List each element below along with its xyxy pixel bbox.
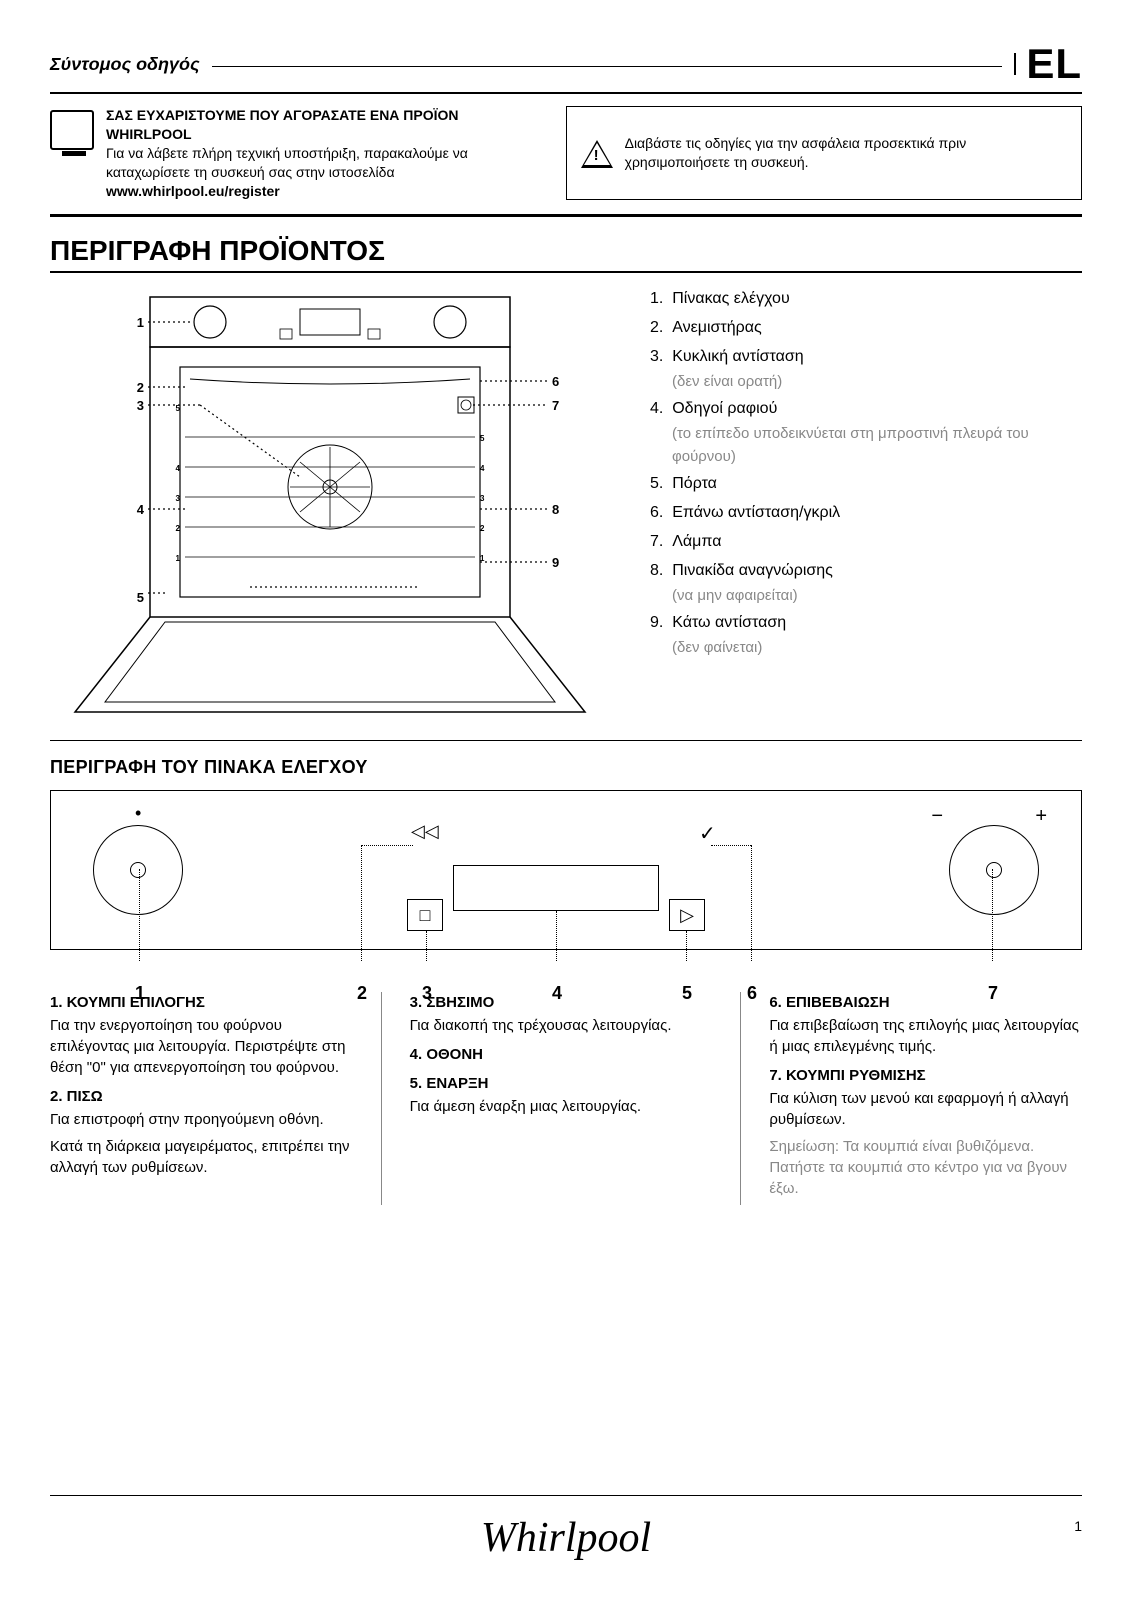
part-item: 7. Λάμπα	[650, 530, 1082, 555]
warning-icon	[581, 140, 613, 168]
part-item: 9. Κάτω αντίσταση(δεν φαίνεται)	[650, 611, 1082, 659]
svg-text:2: 2	[480, 524, 485, 533]
c7-title: 7. ΚΟΥΜΠΙ ΡΥΘΜΙΣΗΣ	[769, 1065, 1082, 1086]
lead-6	[751, 845, 752, 961]
guide-title: Σύντομος οδηγός	[50, 54, 200, 75]
section-title: ΠΕΡΙΓΡΑΦΗ ΠΡΟΪΟΝΤΟΣ	[50, 235, 1082, 273]
c4-title: 4. ΟΘΟΝΗ	[410, 1044, 723, 1065]
product-block: 1 2 3 4 5 6 7 8 9 5 4 3 2 1	[50, 287, 1082, 741]
part-item: 4. Οδηγοί ραφιού(το επίπεδο υποδεικνύετα…	[650, 397, 1082, 468]
safety-box: Διαβάστε τις οδηγίες για την ασφάλεια πρ…	[566, 106, 1082, 200]
dot-icon: •	[135, 803, 141, 824]
svg-text:9: 9	[552, 555, 559, 570]
c1-body: Για την ενεργοποίηση του φούρνου επιλέγο…	[50, 1015, 363, 1078]
intro-left: ΣΑΣ ΕΥΧΑΡΙΣΤΟΥΜΕ ΠΟΥ ΑΓΟΡΑΣΑΤΕ ΕΝΑ ΠΡΟΪΟ…	[50, 106, 526, 200]
svg-text:5: 5	[176, 404, 181, 413]
cp-num: 3	[422, 983, 432, 1004]
header-rule	[212, 66, 1003, 67]
svg-text:8: 8	[552, 502, 559, 517]
c6-title: 6. ΕΠΙΒΕΒΑΙΩΣΗ	[769, 992, 1082, 1013]
parts-list: 1. Πίνακας ελέγχου 2. Ανεμιστήρας 3. Κυκ…	[650, 287, 1082, 722]
intro-row: ΣΑΣ ΕΥΧΑΡΙΣΤΟΥΜΕ ΠΟΥ ΑΓΟΡΑΣΑΤΕ ΕΝΑ ΠΡΟΪΟ…	[50, 106, 1082, 217]
c3-title: 3. ΣΒΗΣΙΜΟ	[410, 992, 723, 1013]
svg-text:3: 3	[480, 494, 485, 503]
svg-text:3: 3	[137, 398, 144, 413]
col-3: 6. ΕΠΙΒΕΒΑΙΩΣΗ Για επιβεβαίωση της επιλο…	[769, 992, 1082, 1205]
part-item: 6. Επάνω αντίσταση/γκριλ	[650, 501, 1082, 526]
footer: Whirlpool 1	[50, 1495, 1082, 1562]
lead-2	[361, 845, 362, 961]
c5-body: Για άμεση έναρξη μιας λειτουργίας.	[410, 1096, 723, 1117]
c6-body: Για επιβεβαίωση της επιλογής μιας λειτου…	[769, 1015, 1082, 1057]
lead-6h	[711, 845, 751, 846]
monitor-icon	[50, 110, 94, 150]
cp-num: 4	[552, 983, 562, 1004]
oven-diagram: 1 2 3 4 5 6 7 8 9 5 4 3 2 1	[50, 287, 610, 722]
svg-text:5: 5	[137, 590, 144, 605]
c1-title: 1. ΚΟΥΜΠΙ ΕΠΙΛΟΓΗΣ	[50, 992, 363, 1013]
c2-body2: Κατά τη διάρκεια μαγειρέματος, επιτρέπει…	[50, 1136, 363, 1178]
lead-1	[139, 869, 140, 961]
minus-icon: −	[931, 805, 943, 828]
adjust-knob	[949, 825, 1039, 915]
lead-3	[426, 931, 427, 961]
cp-num: 1	[135, 983, 145, 1004]
brand-logo: Whirlpool	[481, 1515, 651, 1561]
part-item: 2. Ανεμιστήρας	[650, 316, 1082, 341]
control-panel-diagram: • − + ◁◁ ✓ □ ▷ 1 2 3 4 5 6 7	[50, 790, 1082, 950]
lead-2h	[361, 845, 413, 846]
svg-text:4: 4	[176, 464, 181, 473]
support-text: Για να λάβετε πλήρη τεχνική υποστήριξη, …	[106, 145, 468, 180]
plus-icon: +	[1035, 805, 1047, 828]
page-number: 1	[1074, 1518, 1082, 1534]
rewind-icon: ◁◁	[411, 821, 439, 842]
start-button-icon: ▷	[669, 899, 705, 931]
svg-text:3: 3	[176, 494, 181, 503]
check-icon: ✓	[699, 821, 716, 846]
display-rect	[453, 865, 659, 911]
selection-knob	[93, 825, 183, 915]
lead-5	[686, 931, 687, 961]
c5-title: 5. ΕΝΑΡΞΗ	[410, 1073, 723, 1094]
svg-text:2: 2	[137, 380, 144, 395]
knob-note: Σημείωση: Τα κουμπιά είναι βυθιζόμενα. Π…	[769, 1136, 1082, 1199]
language-code: EL	[1026, 40, 1082, 88]
svg-text:1: 1	[480, 554, 485, 563]
svg-text:7: 7	[552, 398, 559, 413]
lead-7	[992, 869, 993, 961]
svg-text:1: 1	[137, 315, 144, 330]
header-endcap	[1014, 53, 1016, 75]
subsection-title: ΠΕΡΙΓΡΑΦΗ ΤΟΥ ΠΙΝΑΚΑ ΕΛΕΓΧΟΥ	[50, 757, 1082, 778]
part-item: 1. Πίνακας ελέγχου	[650, 287, 1082, 312]
col-1: 1. ΚΟΥΜΠΙ ΕΠΙΛΟΓΗΣ Για την ενεργοποίηση …	[50, 992, 382, 1205]
lead-4	[556, 911, 557, 961]
c2-title: 2. ΠΙΣΩ	[50, 1086, 363, 1107]
part-item: 3. Κυκλική αντίσταση(δεν είναι ορατή)	[650, 345, 1082, 393]
c3-body: Για διακοπή της τρέχουσας λειτουργίας.	[410, 1015, 723, 1036]
cp-num: 5	[682, 983, 692, 1004]
svg-text:6: 6	[552, 374, 559, 389]
cp-num: 7	[988, 983, 998, 1004]
thanks-text: ΣΑΣ ΕΥΧΑΡΙΣΤΟΥΜΕ ΠΟΥ ΑΓΟΡΑΣΑΤΕ ΕΝΑ ΠΡΟΪΟ…	[106, 106, 526, 200]
thanks-bold: ΣΑΣ ΕΥΧΑΡΙΣΤΟΥΜΕ ΠΟΥ ΑΓΟΡΑΣΑΤΕ ΕΝΑ ΠΡΟΪΟ…	[106, 107, 459, 142]
stop-button-icon: □	[407, 899, 443, 931]
part-item: 5. Πόρτα	[650, 472, 1082, 497]
controls-columns: 1. ΚΟΥΜΠΙ ΕΠΙΛΟΓΗΣ Για την ενεργοποίηση …	[50, 992, 1082, 1205]
svg-text:5: 5	[480, 434, 485, 443]
cp-num: 2	[357, 983, 367, 1004]
svg-text:4: 4	[480, 464, 485, 473]
svg-text:2: 2	[176, 524, 181, 533]
svg-text:4: 4	[137, 502, 145, 517]
col-2: 3. ΣΒΗΣΙΜΟ Για διακοπή της τρέχουσας λει…	[410, 992, 742, 1205]
header-row: Σύντομος οδηγός EL	[50, 40, 1082, 94]
c7-body: Για κύλιση των μενού και εφαρμογή ή αλλα…	[769, 1088, 1082, 1130]
register-url: www.whirlpool.eu/register	[106, 183, 280, 199]
safety-text: Διαβάστε τις οδηγίες για την ασφάλεια πρ…	[625, 134, 1067, 172]
svg-text:1: 1	[176, 554, 181, 563]
cp-num: 6	[747, 983, 757, 1004]
part-item: 8. Πινακίδα αναγνώρισης(να μην αφαιρείτα…	[650, 559, 1082, 607]
c2-body1: Για επιστροφή στην προηγούμενη οθόνη.	[50, 1109, 363, 1130]
